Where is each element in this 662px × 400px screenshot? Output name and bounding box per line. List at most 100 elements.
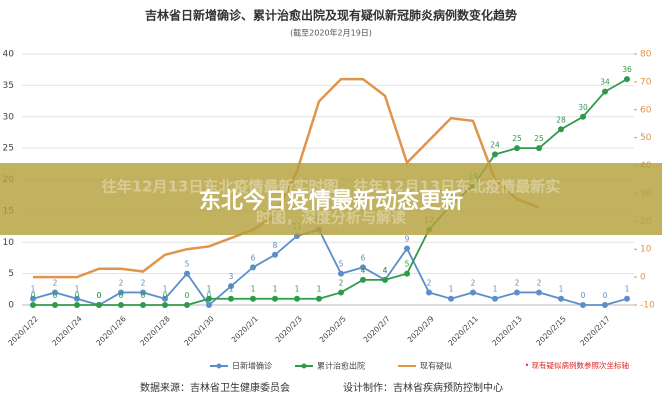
- data-label: 36: [622, 65, 632, 74]
- y-tick-label: 0: [8, 301, 14, 311]
- data-point: [470, 289, 476, 296]
- data-label: 2: [515, 278, 520, 287]
- data-label: 1: [251, 285, 256, 294]
- banner-faded-text: 往年12月13日东北疫情最新实时图，往年12月13日东北疫情最新实: [102, 178, 561, 196]
- data-point: [52, 289, 58, 296]
- data-label: 2: [141, 278, 146, 287]
- series-line: [33, 78, 628, 306]
- data-label: 1: [75, 285, 80, 294]
- data-label: 5: [185, 260, 190, 269]
- data-label: 2: [427, 278, 432, 287]
- legend-marker: [301, 363, 307, 369]
- data-point: [118, 289, 124, 296]
- data-point: [338, 270, 344, 277]
- data-point: [536, 289, 542, 296]
- y2-tick-label: 70: [640, 77, 652, 87]
- data-label: 0: [581, 291, 586, 300]
- data-point: [52, 302, 58, 308]
- x-tick-label: 2020/2/11: [446, 314, 480, 348]
- data-point: [360, 276, 366, 283]
- chart-title: 吉林省日新增确诊、累计治愈出院及现有疑似新冠肺炎病例数变化趋势: [145, 8, 517, 23]
- x-tick-label: 2020/1/26: [94, 314, 128, 348]
- data-label: 24: [490, 140, 500, 149]
- data-label: 0: [141, 291, 146, 300]
- data-label: 6: [361, 253, 366, 262]
- data-point: [206, 295, 212, 302]
- data-point: [30, 295, 36, 302]
- footer-design: 设计制作：吉林省疾病预防控制中心: [343, 381, 503, 394]
- banner-headline: 东北今日疫情最新动态更新: [199, 188, 463, 214]
- footer-source: 数据来源：吉林省卫生健康委员会: [140, 381, 290, 394]
- x-tick-label: 2020/1/24: [50, 314, 84, 348]
- data-point: [536, 145, 542, 152]
- data-label: 0: [185, 291, 190, 300]
- data-label: 2: [471, 278, 476, 287]
- banner-band: [0, 163, 662, 235]
- data-label: 4: [383, 266, 388, 275]
- data-point: [404, 245, 410, 252]
- data-point: [602, 302, 608, 308]
- data-point: [140, 289, 146, 296]
- data-point: [74, 295, 80, 302]
- y-tick-label: 30: [3, 112, 15, 122]
- legend-marker: [216, 363, 222, 369]
- data-label: 1: [207, 285, 212, 294]
- data-point: [316, 295, 322, 302]
- data-point: [96, 302, 102, 308]
- legend-label: 累计治愈出院: [317, 361, 365, 371]
- data-point: [580, 302, 586, 308]
- data-label: 0: [207, 291, 212, 300]
- data-label: 6: [251, 253, 256, 262]
- data-point: [228, 283, 234, 290]
- data-point: [580, 113, 586, 120]
- data-label: 1: [559, 285, 564, 294]
- x-tick-label: 2020/2/13: [490, 314, 524, 348]
- data-label: 0: [119, 291, 124, 300]
- data-point: [184, 302, 190, 308]
- data-point: [272, 251, 278, 258]
- x-tick-label: 2020/2/3: [274, 314, 304, 344]
- data-point: [558, 126, 564, 133]
- series-line: [32, 228, 628, 307]
- chart-subtitle: (截至2020年2月19日): [290, 28, 372, 38]
- data-point: [294, 295, 300, 302]
- data-label: 28: [556, 115, 566, 124]
- data-label: 1: [625, 285, 630, 294]
- data-label: 5: [339, 260, 344, 269]
- data-label: 1: [31, 285, 36, 294]
- x-tick-label: 2020/2/15: [534, 314, 568, 348]
- y2-tick-label: 50: [640, 133, 652, 143]
- data-point: [382, 276, 388, 283]
- data-point: [624, 295, 630, 302]
- data-label: 9: [405, 235, 410, 244]
- data-point: [624, 76, 630, 83]
- x-tick-label: 2020/1/28: [138, 314, 172, 348]
- data-point: [514, 289, 520, 296]
- y2-tick-label: 0: [640, 273, 646, 283]
- y-tick-label: 40: [3, 50, 15, 60]
- data-point: [360, 264, 366, 271]
- data-point: [30, 302, 36, 308]
- legend-label: 日新增确诊: [232, 361, 272, 371]
- data-label: 4: [383, 266, 388, 275]
- data-label: 1: [229, 285, 234, 294]
- data-label: 0: [163, 291, 168, 300]
- y-tick-label: 25: [3, 144, 14, 154]
- banner: 往年12月13日东北疫情最新实时图，往年12月13日东北疫情最新实 时图，深度分…: [0, 163, 662, 235]
- data-label: 25: [512, 134, 522, 143]
- data-point: [118, 302, 124, 308]
- data-label: 8: [273, 241, 278, 250]
- data-label: 2: [537, 278, 542, 287]
- data-label: 0: [97, 291, 102, 300]
- data-label: 1: [493, 285, 498, 294]
- data-point: [206, 302, 212, 308]
- data-label: 1: [163, 285, 168, 294]
- banner-faded-text: 时图，深度分析与解读: [256, 209, 406, 227]
- data-point: [514, 145, 520, 152]
- data-label: 1: [295, 285, 300, 294]
- data-point: [272, 295, 278, 302]
- data-point: [558, 295, 564, 302]
- data-label: 4: [361, 266, 366, 275]
- x-tick-label: 2020/2/9: [406, 314, 436, 344]
